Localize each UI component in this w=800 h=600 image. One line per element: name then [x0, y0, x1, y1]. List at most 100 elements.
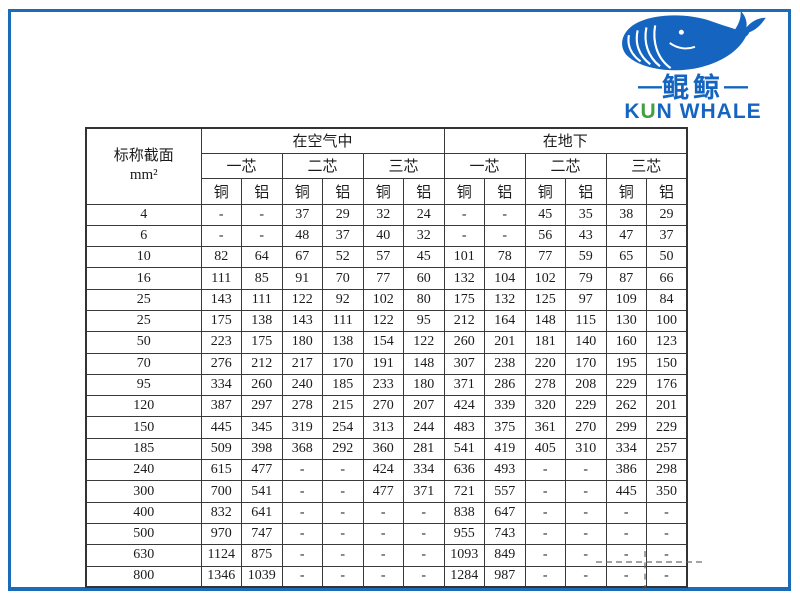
value-cell: 838 — [443, 501, 485, 524]
value-cell: 150 — [646, 352, 688, 375]
material-header-al: 铝 — [646, 177, 688, 205]
value-cell: 371 — [443, 373, 485, 397]
value-cell: 29 — [646, 203, 688, 226]
value-cell: 260 — [241, 373, 283, 397]
value-cell: - — [281, 480, 323, 503]
size-cell: 150 — [85, 416, 202, 439]
value-cell: 102 — [362, 288, 404, 311]
table-row: 16 111 85 91 70 77 60 132 104 102 79 87 66 — [85, 267, 688, 290]
table-row: 25 143 111 122 92 102 80 175 132 125 97 109 84 — [85, 288, 688, 311]
value-cell: 37 — [281, 203, 323, 226]
value-cell: 132 — [484, 288, 526, 311]
value-cell: 278 — [524, 373, 566, 397]
material-header-al: 铝 — [484, 177, 526, 205]
value-cell: 201 — [646, 395, 688, 418]
value-cell: 286 — [484, 373, 526, 397]
value-cell: 45 — [524, 203, 566, 226]
value-cell: 138 — [322, 331, 364, 354]
value-cell: 87 — [605, 267, 647, 290]
brand-dash-left: — — [638, 73, 662, 100]
value-cell: 254 — [322, 416, 364, 439]
core-header-2: 二芯 — [524, 152, 607, 179]
value-cell: 29 — [322, 203, 364, 226]
value-cell: 244 — [403, 416, 445, 439]
value-cell: 229 — [605, 373, 647, 397]
table-row: 240 615 477- -424 334 636 493- -386 298 — [85, 459, 688, 482]
value-cell: 849 — [484, 544, 526, 567]
value-cell: 260 — [443, 331, 485, 354]
material-header-cu: 铜 — [281, 177, 323, 205]
value-cell: 66 — [646, 267, 688, 290]
value-cell: - — [524, 544, 566, 567]
value-cell: 1093 — [443, 544, 485, 567]
value-cell: 970 — [200, 522, 242, 546]
table-row: 185 509 398 368 292 360 281 541 419 405 310 334 257 — [85, 437, 688, 461]
value-cell: 100 — [646, 309, 688, 333]
value-cell: 361 — [524, 416, 566, 439]
table-row: 95 334 260 240 185 233 180 371 286 278 208 229 176 — [85, 373, 688, 397]
size-cell: 50 — [85, 331, 202, 354]
value-cell: 43 — [565, 224, 607, 248]
value-cell: 541 — [443, 437, 485, 461]
value-cell: 233 — [362, 373, 404, 397]
value-cell: 270 — [565, 416, 607, 439]
value-cell: 212 — [241, 352, 283, 375]
corner-header-line1: 标称截面 — [113, 148, 174, 165]
value-cell: 48 — [281, 224, 323, 248]
value-cell: 130 — [605, 309, 647, 333]
value-cell: 375 — [484, 416, 526, 439]
value-cell: 56 — [524, 224, 566, 248]
value-cell: 419 — [484, 437, 526, 461]
value-cell: 477 — [362, 480, 404, 503]
value-cell: 154 — [362, 331, 404, 354]
material-header-cu: 铜 — [362, 177, 404, 205]
value-cell: 360 — [362, 437, 404, 461]
value-cell: 59 — [565, 246, 607, 269]
value-cell: - — [403, 565, 445, 588]
value-cell: 276 — [200, 352, 242, 375]
value-cell: 84 — [646, 288, 688, 311]
core-header-3: 三芯 — [605, 152, 688, 179]
value-cell: 477 — [241, 459, 283, 482]
value-cell: - — [484, 224, 526, 248]
value-cell: 292 — [322, 437, 364, 461]
table-row: 800 1346 1039- - - -1284 987- - - - — [85, 565, 688, 588]
table-row: 6- -48 37 40 32- -56 43 47 37 — [85, 224, 688, 248]
size-cell: 630 — [85, 544, 202, 567]
value-cell: 1124 — [200, 544, 242, 567]
value-cell: 483 — [443, 416, 485, 439]
value-cell: 122 — [403, 331, 445, 354]
header-row-groups: 标称截面 mm² 在空气中 在地下 — [85, 127, 688, 205]
value-cell: 38 — [605, 203, 647, 226]
value-cell: 175 — [241, 331, 283, 354]
value-cell: 743 — [484, 522, 526, 546]
value-cell: 747 — [241, 522, 283, 546]
value-cell: 201 — [484, 331, 526, 354]
value-cell: 102 — [524, 267, 566, 290]
value-cell: 37 — [646, 224, 688, 248]
value-cell: 160 — [605, 331, 647, 354]
value-cell: - — [403, 501, 445, 524]
value-cell: 310 — [565, 437, 607, 461]
value-cell: 47 — [605, 224, 647, 248]
value-cell: 57 — [362, 246, 404, 269]
value-cell: 345 — [241, 416, 283, 439]
size-cell: 300 — [85, 480, 202, 503]
size-cell: 185 — [85, 437, 202, 461]
value-cell: 85 — [241, 267, 283, 290]
size-cell: 240 — [85, 459, 202, 482]
value-cell: 185 — [322, 373, 364, 397]
value-cell: 60 — [403, 267, 445, 290]
value-cell: - — [241, 224, 283, 248]
cable-ampacity-table: 标称截面 mm² 在空气中 在地下 一芯 二芯 三芯 一芯 二芯 三芯 铜 铝 … — [85, 127, 688, 589]
value-cell: - — [565, 522, 607, 546]
value-cell: 832 — [200, 501, 242, 524]
size-cell: 25 — [85, 309, 202, 333]
value-cell: 405 — [524, 437, 566, 461]
value-cell: - — [281, 501, 323, 524]
value-cell: 493 — [484, 459, 526, 482]
header-row-materials: 铜 铝 铜 铝 铜 铝 铜 铝 铜 铝 铜 铝 — [86, 177, 688, 205]
value-cell: - — [281, 544, 323, 567]
material-header-cu: 铜 — [200, 177, 242, 205]
value-cell: - — [322, 480, 364, 503]
